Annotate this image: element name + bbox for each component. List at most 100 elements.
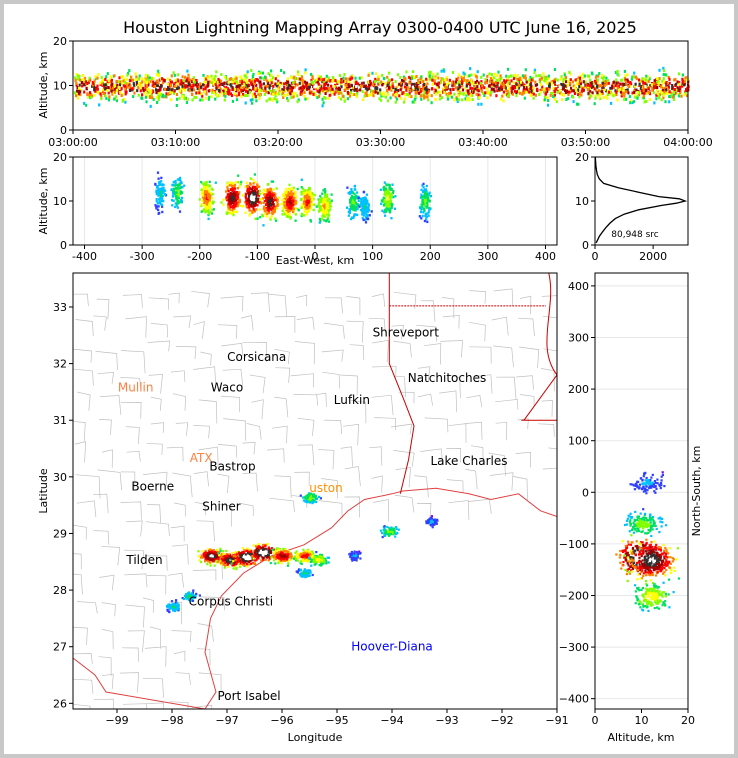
time-height-source bbox=[646, 85, 649, 89]
time-height-source bbox=[453, 83, 456, 87]
time-height-source bbox=[454, 80, 457, 84]
time-height-source bbox=[75, 94, 78, 98]
time-height-source bbox=[377, 82, 380, 86]
time-height-source bbox=[542, 72, 545, 76]
time-height-source bbox=[222, 89, 225, 93]
time-height-source bbox=[476, 85, 479, 89]
time-height-source bbox=[662, 73, 665, 77]
time-height-source bbox=[111, 92, 114, 96]
time-height-source bbox=[235, 94, 238, 98]
county-line bbox=[191, 704, 213, 709]
county-line bbox=[120, 471, 136, 488]
ew-source bbox=[272, 203, 275, 206]
time-height-source bbox=[401, 79, 404, 82]
ew-source bbox=[386, 197, 389, 200]
time-height-source bbox=[316, 80, 320, 84]
ew-source bbox=[211, 200, 214, 203]
time-height-source bbox=[135, 75, 138, 79]
time-height-source bbox=[96, 90, 99, 94]
time-height-source bbox=[653, 101, 656, 105]
ew-source bbox=[260, 197, 263, 201]
ew-source bbox=[384, 214, 387, 217]
ew-source bbox=[383, 186, 386, 189]
ew-source bbox=[307, 209, 310, 212]
time-height-source bbox=[310, 82, 313, 86]
time-height-source bbox=[108, 86, 111, 90]
time-height-source bbox=[495, 85, 498, 89]
ew-source bbox=[288, 208, 292, 211]
time-height-source bbox=[101, 84, 104, 87]
time-height-source bbox=[356, 82, 359, 86]
time-height-source bbox=[624, 83, 627, 87]
time-height-source bbox=[476, 88, 479, 92]
time-height-source bbox=[198, 85, 201, 89]
ew-source bbox=[276, 202, 279, 205]
time-height-source bbox=[468, 98, 471, 102]
time-height-source bbox=[181, 84, 184, 88]
map-source bbox=[216, 550, 219, 553]
time-height-source bbox=[567, 90, 570, 94]
ew-source bbox=[289, 216, 292, 219]
time-height-source bbox=[521, 92, 524, 96]
map-source bbox=[212, 549, 215, 552]
county-line bbox=[119, 672, 140, 693]
time-height-source bbox=[656, 88, 659, 92]
time-height-source bbox=[547, 99, 550, 102]
time-height-source bbox=[232, 85, 235, 89]
time-height-source bbox=[340, 81, 343, 84]
time-height-source bbox=[431, 78, 434, 82]
county-line bbox=[147, 340, 171, 352]
time-height-source bbox=[645, 83, 648, 87]
ew-source bbox=[329, 208, 332, 211]
time-height-source bbox=[655, 93, 658, 97]
time-height-source bbox=[369, 83, 372, 87]
time-height-source bbox=[189, 84, 192, 88]
ew-source bbox=[322, 189, 325, 192]
time-height-source bbox=[578, 85, 581, 89]
time-height-source bbox=[425, 88, 428, 92]
ew-source bbox=[172, 189, 176, 193]
map-source bbox=[235, 562, 238, 565]
county-line bbox=[77, 601, 98, 614]
time-height-source bbox=[485, 84, 488, 87]
time-height-source bbox=[676, 80, 679, 84]
time-height-source bbox=[299, 92, 302, 96]
time-height-source bbox=[207, 83, 210, 87]
county-line bbox=[144, 646, 167, 667]
time-height-source bbox=[478, 87, 481, 91]
time-height-source bbox=[175, 80, 178, 84]
time-height-source bbox=[679, 91, 682, 95]
ew-source bbox=[390, 202, 393, 206]
ew-source bbox=[358, 205, 361, 208]
time-height-source bbox=[391, 84, 394, 88]
ew-source bbox=[303, 214, 306, 217]
time-height-source bbox=[204, 80, 207, 84]
time-height-source bbox=[297, 98, 300, 102]
time-height-source bbox=[123, 97, 126, 101]
time-height-source bbox=[210, 74, 213, 78]
county-line bbox=[495, 376, 517, 399]
time-height-source bbox=[439, 97, 442, 101]
time-height-source bbox=[118, 87, 122, 90]
county-line bbox=[519, 394, 535, 407]
time-height-source bbox=[351, 92, 354, 96]
time-height-source bbox=[283, 94, 286, 97]
histogram-ytick: 20 bbox=[575, 151, 589, 164]
time-height-source bbox=[623, 83, 626, 87]
time-height-source bbox=[620, 92, 624, 96]
time-height-source bbox=[657, 80, 660, 84]
time-height-source bbox=[645, 99, 648, 103]
ew-source bbox=[258, 192, 261, 196]
time-height-source bbox=[583, 74, 586, 78]
time-height-source bbox=[312, 85, 315, 88]
time-height-source bbox=[86, 92, 89, 96]
ew-source bbox=[289, 200, 292, 203]
time-height-source bbox=[149, 91, 152, 95]
ew-source bbox=[266, 207, 269, 210]
time-height-source bbox=[548, 82, 551, 86]
time-height-source bbox=[636, 94, 639, 98]
time-height-source bbox=[384, 82, 387, 85]
county-line bbox=[371, 293, 386, 307]
ew-source bbox=[274, 217, 277, 220]
time-height-source bbox=[213, 91, 216, 95]
